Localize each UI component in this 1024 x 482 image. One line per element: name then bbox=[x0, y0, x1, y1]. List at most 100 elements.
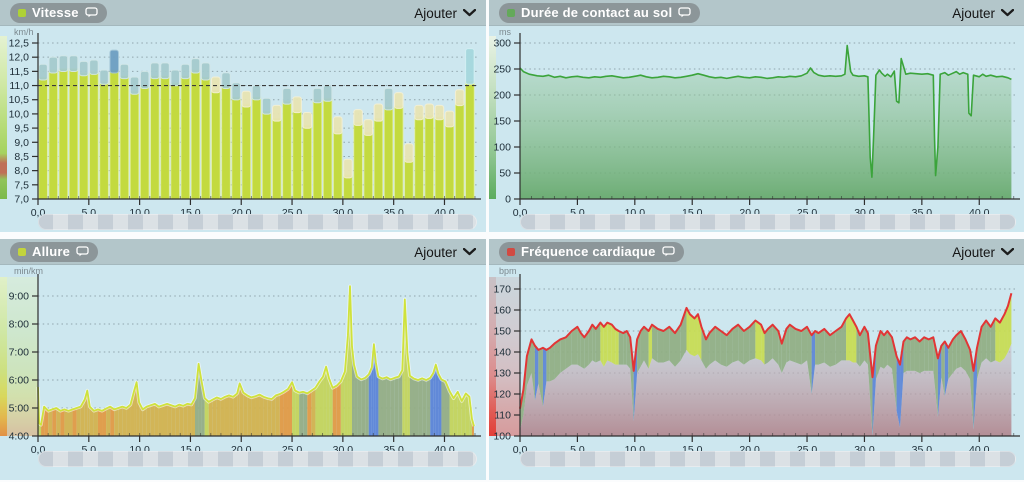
pace-zone-segment bbox=[441, 379, 446, 436]
chart-vitesse[interactable]: 12,5 12,0 11,5 11,0 10,5 10,0 9,5 9,0 8,5 8,0 7,5 7… bbox=[0, 26, 486, 232]
popup-icon[interactable] bbox=[85, 7, 98, 18]
speed-bar bbox=[424, 114, 434, 200]
speed-bar bbox=[394, 105, 404, 200]
hr-zone-band bbox=[906, 337, 911, 371]
panel-title: Fréquence cardiaque bbox=[521, 244, 656, 259]
speed-bar-cap bbox=[139, 70, 150, 90]
y-tick-label: 7,5 bbox=[14, 179, 29, 191]
pace-zone-segment bbox=[368, 367, 372, 436]
pace-zone-segment bbox=[118, 406, 123, 436]
metric-pill-fc[interactable]: Fréquence cardiaque bbox=[499, 242, 684, 262]
panel-frequence-cardiaque: Fréquence cardiaque Ajouter 170 160 150 140… bbox=[489, 239, 1024, 480]
pace-zone-segment bbox=[422, 378, 427, 436]
speed-bar bbox=[434, 116, 445, 200]
speed-bar bbox=[251, 96, 262, 200]
scrollbar-strip[interactable] bbox=[520, 214, 1016, 230]
hr-zone-band bbox=[919, 337, 925, 373]
pace-zone-segment bbox=[167, 403, 172, 436]
hr-zone-band bbox=[720, 331, 727, 367]
scrollbar-strip[interactable] bbox=[520, 451, 1016, 467]
pace-zone-segment bbox=[332, 385, 337, 436]
speed-bar bbox=[221, 85, 231, 200]
metric-pill-vitesse[interactable]: Vitesse bbox=[10, 3, 107, 23]
hr-zone-band bbox=[867, 333, 873, 436]
pace-zone-segment bbox=[72, 408, 77, 436]
pace-zone-segment bbox=[303, 391, 308, 436]
hr-zone-band bbox=[995, 318, 1000, 363]
panel-title: Allure bbox=[32, 244, 71, 259]
speed-bar bbox=[455, 102, 465, 200]
metric-pill-allure[interactable]: Allure bbox=[10, 242, 99, 262]
hr-zone-band bbox=[607, 322, 612, 363]
hr-zone-band bbox=[554, 339, 561, 380]
pace-zone-segment bbox=[183, 403, 188, 436]
pace-zone-segment bbox=[68, 409, 73, 436]
scrollbar-strip[interactable] bbox=[38, 451, 477, 467]
panel-contact: Durée de contact au sol Ajouter 300 250 20… bbox=[489, 0, 1024, 232]
speed-bar-cap bbox=[221, 72, 231, 90]
pace-zone-segment bbox=[340, 371, 345, 436]
add-button[interactable]: Ajouter bbox=[952, 6, 1014, 21]
pace-zone-segment bbox=[239, 383, 244, 436]
add-button[interactable]: Ajouter bbox=[414, 245, 476, 260]
popup-icon[interactable] bbox=[678, 7, 691, 18]
chart-allure[interactable]: 9:008:007:006:005:004:000,0 5,0 10,0 15,0 20… bbox=[0, 265, 486, 480]
add-button[interactable]: Ajouter bbox=[952, 245, 1014, 260]
pace-zone-segment bbox=[336, 381, 341, 436]
popup-icon[interactable] bbox=[661, 246, 675, 257]
panel-header-vitesse: Vitesse Ajouter bbox=[0, 0, 486, 26]
speed-bar-cap bbox=[292, 96, 302, 114]
y-tick-label: 11,5 bbox=[9, 66, 29, 78]
pace-zone-segment bbox=[398, 370, 403, 436]
y-tick-label: 9,5 bbox=[14, 123, 29, 135]
area-fill bbox=[520, 45, 1012, 199]
pace-zone-segment bbox=[102, 408, 107, 436]
speed-bar bbox=[150, 75, 160, 200]
speed-bar bbox=[211, 89, 221, 200]
hr-zone-band bbox=[856, 326, 860, 367]
scrollbar-strip[interactable] bbox=[38, 214, 477, 230]
pace-zone-segment bbox=[382, 377, 387, 436]
pace-zone-segment bbox=[279, 391, 284, 436]
y-tick-label: 250 bbox=[493, 64, 511, 76]
pace-zone-segment bbox=[357, 376, 362, 436]
hr-zone-band bbox=[611, 324, 616, 365]
speed-bar bbox=[180, 75, 191, 200]
hr-zone-band bbox=[663, 326, 670, 363]
metric-pill-contact[interactable]: Durée de contact au sol bbox=[499, 3, 701, 23]
speed-bar-cap bbox=[68, 55, 79, 73]
y-tick-label: 200 bbox=[493, 90, 511, 102]
speed-bar bbox=[160, 75, 170, 200]
pace-zone-segment bbox=[76, 406, 81, 436]
hr-zone-band bbox=[841, 318, 847, 361]
pace-zone-segment bbox=[126, 404, 131, 436]
y-tick-label: 120 bbox=[493, 389, 511, 401]
pace-zone-segment bbox=[329, 378, 333, 436]
pace-line bbox=[37, 285, 475, 427]
pace-zone-segment bbox=[319, 376, 324, 436]
hr-zone-band bbox=[924, 337, 929, 371]
hr-zone-band bbox=[903, 337, 907, 373]
hr-zone-band bbox=[772, 324, 779, 365]
hr-zone-band bbox=[896, 356, 901, 428]
add-button[interactable]: Ajouter bbox=[414, 6, 476, 21]
speed-bar-cap bbox=[373, 103, 384, 122]
y-tick-label: 140 bbox=[493, 347, 511, 359]
hr-zone-band bbox=[652, 324, 658, 363]
pace-zone-segment bbox=[267, 398, 272, 436]
hr-zone-band bbox=[986, 320, 991, 363]
speed-bar-cap bbox=[332, 116, 343, 135]
panel-vitesse: Vitesse Ajouter 12,5 12,0 11,5 11,0 10,5 10,0… bbox=[0, 0, 486, 232]
hr-zone-band bbox=[818, 328, 825, 365]
y-tick-label: 100 bbox=[493, 142, 511, 154]
pace-zone-segment bbox=[283, 388, 288, 436]
speed-bar-cap bbox=[434, 104, 445, 121]
speed-bar-cap bbox=[109, 49, 119, 74]
metric-swatch bbox=[507, 247, 515, 256]
y-tick-label: 150 bbox=[493, 116, 511, 128]
popup-icon[interactable] bbox=[76, 246, 89, 257]
speed-bar bbox=[38, 76, 48, 200]
pace-zone-segment bbox=[435, 364, 439, 436]
